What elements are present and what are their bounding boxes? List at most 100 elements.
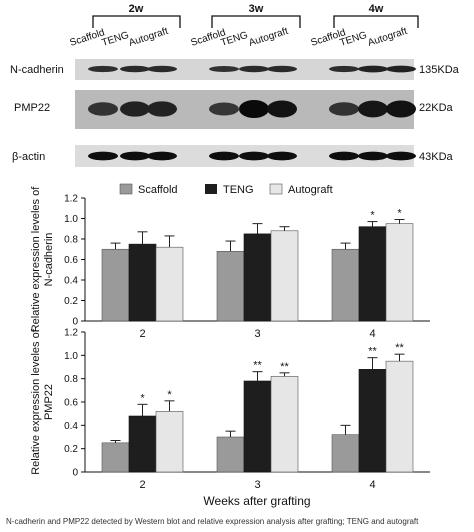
bar — [128, 415, 157, 473]
blot-protein-label: N-cadherin — [10, 64, 64, 76]
blot-band — [267, 100, 297, 118]
bar — [243, 233, 272, 322]
x-tick-label: 2 — [139, 328, 145, 340]
bar — [358, 369, 387, 473]
group-3w: 3w — [211, 3, 301, 28]
significance-mark: * — [140, 392, 145, 404]
blot-mw-label: 135KDa — [419, 64, 460, 76]
x-tick-label: 4 — [369, 328, 375, 340]
chart-n-cadherin: Relative expression leveles ofN-cadherin… — [30, 186, 430, 340]
y-tick-label: 0.4 — [64, 276, 78, 287]
y-tick-label: 1.0 — [64, 214, 78, 225]
bar — [101, 248, 130, 322]
blot-protein-label: PMP22 — [14, 102, 50, 114]
blot-beta-actin: β-actin 43KDa — [12, 145, 454, 167]
blot-band — [358, 151, 388, 161]
y-tick-label: 0.8 — [64, 374, 78, 385]
significance-mark: ** — [368, 346, 377, 358]
blot-band — [209, 102, 239, 116]
significance-mark: ** — [280, 361, 289, 373]
y-tick-label: 0 — [72, 317, 78, 328]
bar — [331, 434, 360, 473]
bar — [216, 251, 245, 322]
y-tick-label: 0.6 — [64, 255, 78, 266]
blot-band — [386, 65, 416, 73]
significance-mark: * — [397, 208, 402, 220]
y-tick-label: 0.2 — [64, 296, 78, 307]
blot-band — [209, 151, 239, 161]
legend-label-scaffold: Scaffold — [138, 184, 178, 196]
x-axis-title: Weeks after grafting — [203, 494, 310, 508]
bar — [358, 226, 387, 322]
blot-pmp22: PMP22 22KDa — [14, 90, 454, 129]
bar — [155, 246, 184, 322]
blot-band — [386, 151, 416, 161]
blot-protein-label: β-actin — [12, 151, 45, 163]
bar — [385, 223, 414, 322]
bar — [243, 380, 272, 473]
significance-mark: ** — [253, 360, 262, 372]
blot-band — [329, 102, 359, 116]
lane-label: Autograft — [367, 26, 409, 49]
blot-mw-label: 22KDa — [419, 102, 454, 114]
bar — [155, 411, 184, 473]
blot-band — [147, 101, 177, 117]
bar — [216, 436, 245, 473]
bar — [331, 248, 360, 322]
bar — [270, 230, 299, 322]
group-2w: 2w — [92, 3, 181, 28]
blot-band — [329, 151, 359, 161]
bands-beta-actin — [88, 151, 416, 161]
y-tick-label: 0.2 — [64, 444, 78, 455]
y-tick-label: 1.2 — [64, 328, 78, 339]
significance-mark: ** — [395, 342, 404, 354]
x-tick-label: 3 — [254, 479, 260, 491]
blot-band — [358, 100, 388, 118]
y-tick-label: 0.6 — [64, 398, 78, 409]
blot-band — [329, 65, 359, 73]
y-tick-label: 0.4 — [64, 421, 78, 432]
chart-pmp22: Relative expression leveles ofPMP22 0 0.2 0… — [30, 328, 430, 491]
caption-fragment: N-cadherin and PMP22 detected by Western… — [6, 517, 419, 526]
legend-label-teng: TENG — [223, 184, 254, 196]
blot-band — [267, 65, 297, 73]
blot-band — [120, 151, 150, 161]
y-tick-label: 0.8 — [64, 235, 78, 246]
group-label-2w: 2w — [129, 3, 144, 15]
blot-band — [209, 66, 239, 72]
bar — [385, 360, 414, 473]
group-label-3w: 3w — [249, 3, 264, 15]
blot-band — [239, 151, 269, 161]
group-4w: 4w — [333, 3, 419, 28]
bands-n-cadherin — [88, 65, 416, 73]
blot-band — [120, 65, 150, 73]
lane-label: Autograft — [128, 26, 170, 49]
blot-band — [386, 100, 416, 118]
legend-swatch-teng — [205, 184, 217, 194]
y-axis-title: Relative expression leveles ofPMP22 — [30, 328, 55, 474]
blot-mw-label: 43KDa — [419, 151, 454, 163]
blot-band — [120, 101, 150, 117]
bands-pmp22 — [88, 100, 416, 118]
legend-swatch-autograft — [269, 183, 283, 195]
blot-band — [267, 151, 297, 161]
bar — [270, 376, 299, 473]
x-tick-label: 2 — [139, 479, 145, 491]
group-label-4w: 4w — [369, 3, 384, 15]
western-blots: N-cadherin 135KDa PMP22 22KDa β-actin 43… — [10, 59, 460, 167]
blot-band — [88, 65, 118, 73]
blot-band — [88, 102, 118, 116]
blot-band — [239, 65, 269, 73]
y-axis-title: Relative expression leveles ofN-cadherin — [30, 186, 55, 332]
lane-label: Autograft — [248, 26, 290, 49]
blot-band — [147, 151, 177, 161]
blot-band — [358, 65, 388, 73]
blot-band — [147, 65, 177, 73]
bar — [128, 243, 157, 322]
significance-mark: * — [370, 210, 375, 222]
blot-n-cadherin: N-cadherin 135KDa — [10, 59, 460, 80]
